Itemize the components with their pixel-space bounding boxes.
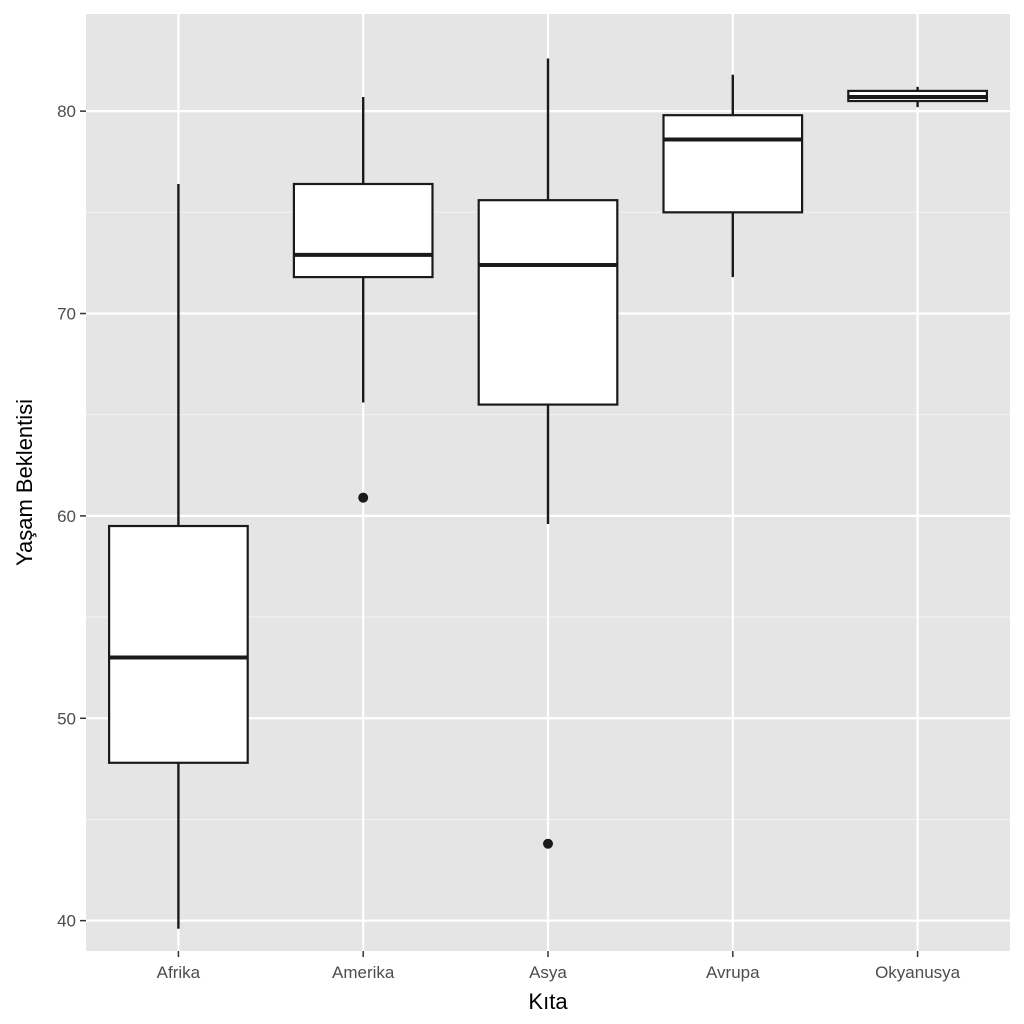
box-asya	[477, 58, 619, 849]
x-tick-label: Amerika	[332, 963, 395, 982]
y-axis-ticks: 40 50 60 70 80	[57, 102, 86, 931]
box-series	[107, 58, 988, 929]
box-okyanusya	[847, 86, 988, 108]
y-axis-title: Yaşam Beklentisi	[12, 399, 37, 566]
iqr-box	[107, 524, 249, 764]
y-tick-label: 60	[57, 507, 76, 526]
box-afrika	[107, 183, 249, 929]
x-axis-title: Kıta	[528, 989, 568, 1014]
y-tick-label: 50	[57, 709, 76, 728]
iqr-box	[477, 199, 619, 406]
y-tick-label: 40	[57, 912, 76, 931]
x-tick-label: Afrika	[157, 963, 201, 982]
x-axis-ticks: Afrika Amerika Asya Avrupa Okyanusya	[157, 951, 961, 982]
box-avrupa	[662, 74, 804, 278]
iqr-box	[662, 114, 804, 214]
x-tick-label: Okyanusya	[875, 963, 961, 982]
outlier-point	[358, 492, 369, 503]
iqr-box	[292, 182, 434, 279]
x-tick-label: Asya	[529, 963, 567, 982]
x-tick-label: Avrupa	[706, 963, 760, 982]
outlier-point	[543, 838, 553, 849]
box-amerika	[292, 96, 434, 503]
y-tick-label: 70	[57, 305, 76, 324]
y-tick-label: 80	[57, 102, 76, 121]
